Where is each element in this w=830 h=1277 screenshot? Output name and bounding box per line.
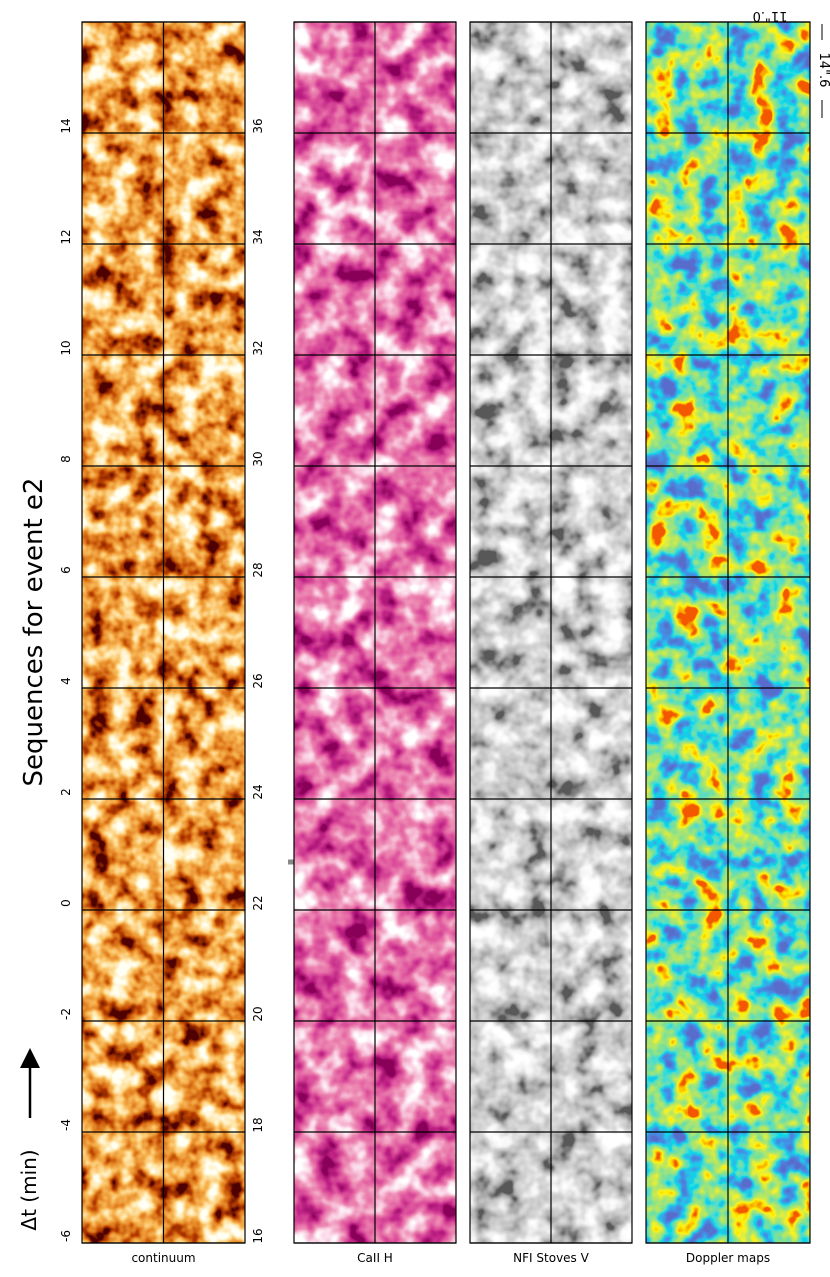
column-label: Doppler maps <box>686 1251 770 1265</box>
frame-label: 30 <box>251 451 265 466</box>
frame-label: 32 <box>251 340 265 355</box>
column-label: NFI Stoves V <box>513 1251 589 1265</box>
time-label: 8 <box>59 455 73 463</box>
frame-label: 20 <box>251 1006 265 1021</box>
scale-height: 14".6 <box>816 53 830 88</box>
time-label: 6 <box>59 566 73 574</box>
frame-label: 16 <box>251 1228 265 1243</box>
time-label: 2 <box>59 788 73 796</box>
frame-label: 36 <box>251 118 265 133</box>
frame-label: 18 <box>251 1117 265 1132</box>
time-label: 14 <box>59 118 73 133</box>
frame-label: 22 <box>251 895 265 910</box>
time-label: 0 <box>59 899 73 907</box>
column-label: continuum <box>131 1251 195 1265</box>
frame-label: 28 <box>251 562 265 577</box>
panel-frame <box>293 21 457 1244</box>
title: Sequences for event e2 <box>19 478 49 787</box>
column-label: CaII H <box>357 1251 393 1265</box>
frame-label: 26 <box>251 673 265 688</box>
time-label: -2 <box>59 1008 73 1020</box>
panel-frame <box>81 21 246 1244</box>
time-axis-label: Δt (min) <box>17 1149 41 1230</box>
time-label: 10 <box>59 340 73 355</box>
panel-frame <box>469 21 633 1244</box>
frame-label: 34 <box>251 229 265 244</box>
time-label: 12 <box>59 229 73 244</box>
time-label: -6 <box>59 1230 73 1242</box>
frame-label: 24 <box>251 784 265 799</box>
time-label: 4 <box>59 677 73 685</box>
time-label: -4 <box>59 1119 73 1131</box>
panel-frame <box>645 21 811 1244</box>
scale-width: 11".0 <box>753 8 788 23</box>
